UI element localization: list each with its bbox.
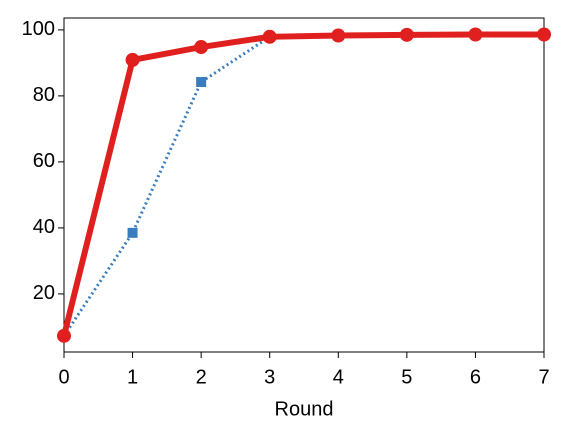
x-tick-label: 3 — [264, 366, 275, 388]
point — [196, 77, 207, 88]
point — [57, 328, 71, 343]
point — [331, 28, 346, 43]
point — [127, 227, 138, 238]
y-tick-label: 100 — [22, 18, 55, 40]
point — [125, 52, 140, 67]
x-tick-label: 7 — [538, 366, 549, 388]
point — [468, 27, 483, 42]
plot-frame — [63, 17, 545, 353]
series-line — [61, 31, 544, 337]
x-tick-label: 0 — [58, 366, 69, 388]
x-tick-label: 2 — [196, 366, 207, 388]
y-tick-label: 80 — [33, 84, 55, 106]
x-tick-label: 5 — [401, 366, 412, 388]
point — [194, 40, 209, 55]
y-tick-label: 20 — [33, 282, 55, 304]
point — [262, 29, 277, 44]
x-tick-label: 6 — [470, 366, 481, 388]
series-line — [62, 33, 544, 337]
point — [537, 27, 551, 42]
point — [399, 27, 414, 42]
x-axis-label: Round — [275, 398, 334, 420]
y-tick-label: 40 — [33, 216, 55, 238]
x-tick-label: 4 — [333, 366, 344, 388]
x-tick-label: 1 — [127, 366, 138, 388]
y-tick-label: 60 — [33, 150, 55, 172]
